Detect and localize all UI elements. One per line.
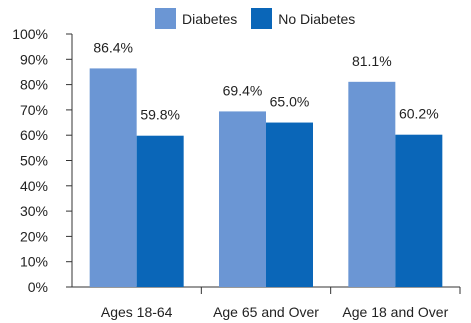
bar xyxy=(89,68,137,288)
data-label: 59.8% xyxy=(140,107,180,123)
y-tick-label: 30% xyxy=(20,203,48,219)
data-label: 65.0% xyxy=(270,94,310,110)
y-tick-label: 20% xyxy=(20,228,48,244)
legend-swatch-no-diabetes xyxy=(251,8,273,29)
bar xyxy=(348,81,396,287)
x-tick-label: Ages 18-64 xyxy=(101,304,173,320)
bar xyxy=(395,134,443,287)
y-tick-label: 0% xyxy=(28,279,48,295)
data-label: 60.2% xyxy=(399,106,439,122)
x-tick-label: Age 18 and Over xyxy=(342,304,448,320)
y-tick-label: 50% xyxy=(20,153,48,169)
legend: Diabetes No Diabetes xyxy=(155,8,369,29)
y-tick-label: 90% xyxy=(20,51,48,67)
legend-label-no-diabetes: No Diabetes xyxy=(278,10,356,27)
legend-item-no-diabetes: No Diabetes xyxy=(251,8,355,29)
bar xyxy=(136,135,184,287)
y-tick-label: 80% xyxy=(20,77,48,93)
y-tick-label: 40% xyxy=(20,178,48,194)
bar xyxy=(219,111,266,287)
y-tick-label: 60% xyxy=(20,127,48,143)
bar xyxy=(266,122,313,287)
data-label: 86.4% xyxy=(93,39,133,55)
y-tick-label: 10% xyxy=(20,254,48,270)
y-tick-label: 100% xyxy=(12,26,48,42)
legend-item-diabetes: Diabetes xyxy=(155,8,237,29)
legend-swatch-diabetes xyxy=(155,8,176,29)
data-label: 69.4% xyxy=(223,82,263,98)
y-tick-label: 70% xyxy=(20,102,48,118)
x-tick-label: Age 65 and Over xyxy=(213,304,319,320)
legend-label-diabetes: Diabetes xyxy=(182,10,238,27)
data-label: 81.1% xyxy=(352,53,392,69)
